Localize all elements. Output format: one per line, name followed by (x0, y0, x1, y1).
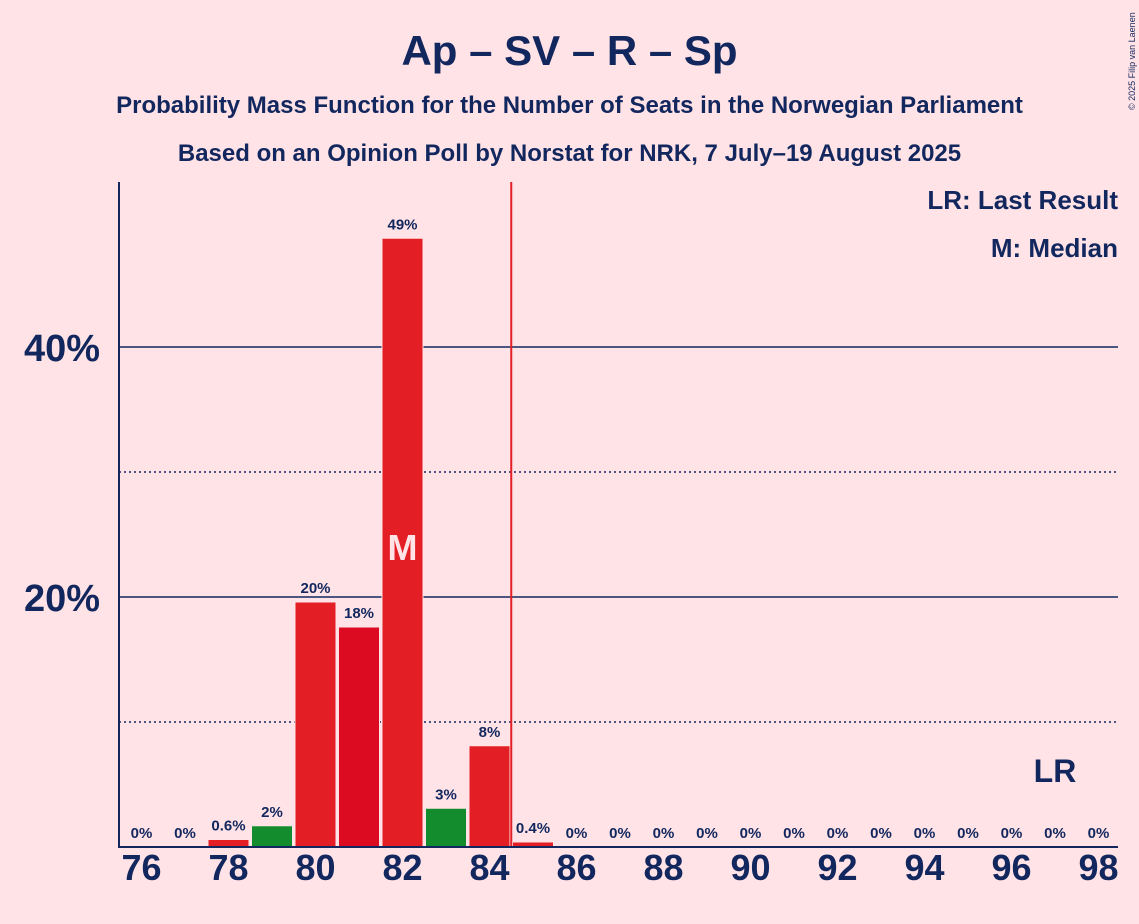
bar-label-seat-98: 0% (1088, 825, 1110, 842)
bar-label-seat-94: 0% (914, 825, 936, 842)
legend-median: M: Median (991, 233, 1118, 263)
y-tick-label: 20% (24, 578, 100, 620)
bar-labels-group: 0% 0% 0.6% 2% 20% 18% 49% 3% 8% 0.4% 0% 0% 0% 0% 0% 0% 0… (131, 216, 1110, 842)
y-tick-label: 40% (24, 328, 100, 370)
bar-seat-84 (468, 745, 511, 848)
x-tick-label: 82 (382, 847, 422, 888)
x-tick-label: 94 (904, 847, 944, 888)
bar-seat-78 (207, 839, 250, 848)
bar-label-seat-95: 0% (957, 825, 979, 842)
bar-label-seat-76: 0% (131, 825, 153, 842)
bar-label-seat-84: 8% (479, 724, 501, 741)
x-tick-label: 88 (643, 847, 683, 888)
bar-label-seat-91: 0% (783, 825, 805, 842)
x-tick-label: 84 (469, 847, 509, 888)
bar-label-seat-88: 0% (653, 825, 675, 842)
x-tick-label: 76 (121, 847, 161, 888)
bar-label-seat-83: 3% (435, 786, 457, 803)
bars-group (207, 237, 554, 848)
bar-label-seat-89: 0% (696, 825, 718, 842)
bar-label-seat-79: 2% (261, 804, 283, 821)
bar-label-seat-81: 18% (344, 605, 374, 622)
bar-label-seat-80: 20% (300, 580, 330, 597)
x-tick-label: 92 (817, 847, 857, 888)
x-tick-label: 90 (730, 847, 770, 888)
x-tick-label: 78 (208, 847, 248, 888)
x-tick-label: 86 (556, 847, 596, 888)
bar-label-seat-86: 0% (566, 825, 588, 842)
x-tick-label: 80 (295, 847, 335, 888)
grid-lines (119, 346, 1118, 723)
copyright-text: © 2025 Filip van Laenen (1127, 12, 1137, 110)
last-result-marker: LR (1034, 753, 1077, 789)
chart-subtitle-source: Based on an Opinion Poll by Norstat for … (178, 140, 961, 167)
bar-label-seat-87: 0% (609, 825, 631, 842)
bar-label-seat-82: 49% (387, 216, 417, 233)
bar-label-seat-85: 0.4% (516, 820, 550, 837)
bar-seat-82 (381, 237, 424, 848)
median-marker: M (388, 527, 418, 568)
x-tick-label: 96 (991, 847, 1031, 888)
chart-title: Ap – SV – R – Sp (401, 27, 737, 74)
bar-label-seat-92: 0% (827, 825, 849, 842)
bar-label-seat-90: 0% (740, 825, 762, 842)
bar-seat-79 (251, 825, 293, 848)
axes-group: 20% 40% 76 78 80 82 84 86 88 90 92 94 96 98 (24, 182, 1119, 888)
legend-last-result: LR: Last Result (927, 185, 1118, 215)
bar-seat-81 (338, 626, 380, 848)
bar-seat-80 (294, 601, 337, 848)
chart-subtitle: Probability Mass Function for the Number… (116, 92, 1023, 119)
bar-label-seat-96: 0% (1001, 825, 1023, 842)
bar-label-seat-78: 0.6% (211, 818, 245, 835)
bar-seat-83 (425, 807, 467, 848)
x-tick-label: 98 (1078, 847, 1118, 888)
bar-label-seat-77: 0% (174, 825, 196, 842)
bar-label-seat-97: 0% (1044, 825, 1066, 842)
bar-label-seat-93: 0% (870, 825, 892, 842)
